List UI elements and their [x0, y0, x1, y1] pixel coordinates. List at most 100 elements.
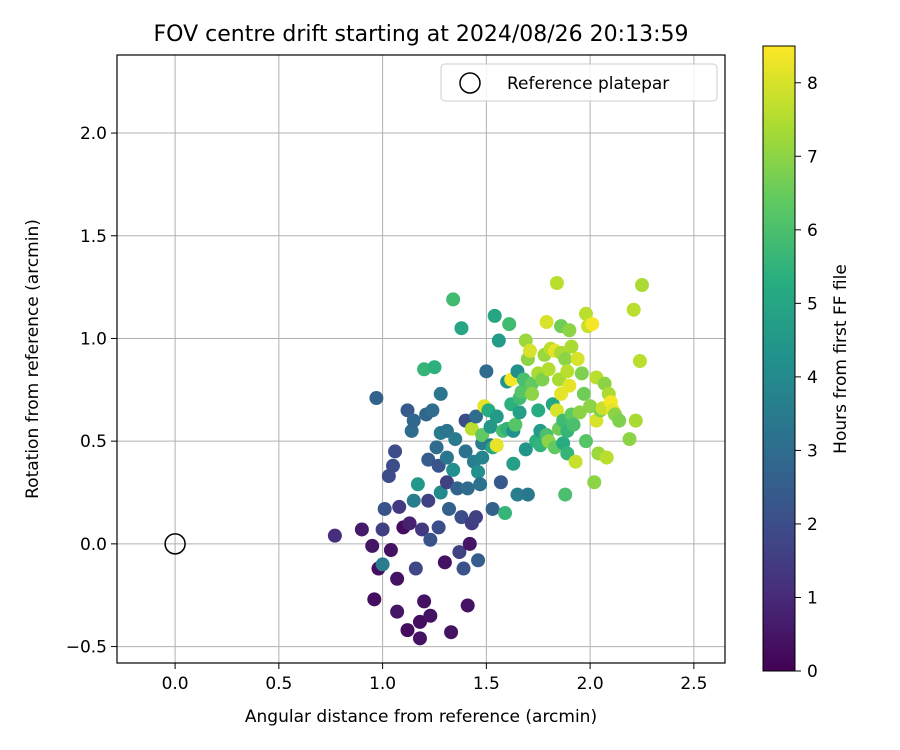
data-point	[560, 364, 575, 379]
data-point	[576, 386, 591, 401]
data-point	[439, 475, 454, 490]
data-point	[433, 386, 448, 401]
data-point	[410, 477, 425, 492]
data-point	[558, 487, 573, 502]
data-point	[448, 432, 463, 447]
data-point	[454, 321, 469, 336]
data-point	[512, 405, 527, 420]
legend: Reference platepar	[440, 63, 718, 102]
data-point	[520, 487, 535, 502]
data-point	[541, 362, 556, 377]
data-point	[400, 403, 415, 418]
data-point	[489, 409, 504, 424]
legend-box	[440, 63, 718, 102]
data-point	[354, 522, 369, 537]
data-point	[452, 545, 467, 560]
colorbar-tick-label: 4	[807, 368, 818, 388]
data-point	[493, 475, 508, 490]
data-point	[423, 608, 438, 623]
data-point	[388, 444, 403, 459]
data-point	[462, 536, 477, 551]
x-tick-label: 2.0	[577, 674, 604, 694]
data-point	[450, 481, 465, 496]
data-point	[531, 403, 546, 418]
data-point	[558, 352, 573, 366]
data-point	[622, 432, 637, 447]
data-point	[377, 501, 392, 516]
data-point	[417, 594, 432, 609]
data-points	[327, 276, 649, 646]
y-tick-label: 2.0	[80, 124, 107, 144]
data-point	[446, 292, 461, 307]
data-point	[632, 354, 647, 369]
data-point	[587, 475, 602, 490]
data-point	[479, 364, 494, 379]
y-tick-label: 0.5	[80, 432, 107, 452]
data-point	[425, 403, 440, 418]
colorbar-tick-label: 0	[807, 662, 818, 682]
data-point	[578, 306, 593, 321]
x-tick-label: 1.5	[473, 674, 500, 694]
data-point	[454, 510, 469, 525]
data-point	[444, 625, 459, 640]
colorbar-tick-label: 7	[807, 147, 818, 167]
data-point	[390, 571, 405, 586]
plot-frame	[116, 54, 726, 664]
data-point	[464, 421, 479, 436]
data-point	[421, 452, 436, 467]
colorbar: 0 1 2 3 4 5 6 7 8 Hours from first FF file	[762, 45, 851, 682]
data-point	[456, 561, 471, 576]
data-point	[460, 481, 475, 496]
data-point	[429, 440, 444, 455]
colorbar-tick-label: 5	[807, 294, 818, 314]
data-point	[612, 413, 627, 428]
colorbar-tick-label: 6	[807, 221, 818, 241]
data-point	[525, 386, 540, 401]
data-point	[634, 278, 649, 293]
data-point	[421, 493, 436, 508]
data-point	[439, 450, 454, 465]
data-point	[506, 456, 521, 471]
data-point	[485, 501, 500, 516]
data-point	[562, 323, 577, 338]
data-point	[491, 333, 506, 348]
data-point	[475, 450, 490, 465]
data-point	[460, 598, 475, 613]
y-tick-label: 1.5	[80, 227, 107, 247]
data-point	[385, 458, 400, 473]
data-point	[375, 522, 390, 537]
x-tick-label: 2.5	[680, 674, 707, 694]
y-tick-label: 0.0	[80, 535, 107, 555]
y-axis: −0.5 0.0 0.5 1.0 1.5 2.0	[66, 124, 117, 658]
data-point	[412, 614, 427, 629]
data-point	[392, 499, 407, 514]
data-point	[473, 477, 488, 492]
data-point	[539, 315, 554, 330]
data-point	[446, 462, 461, 477]
x-axis: 0.0 0.5 1.0 1.5 2.0 2.5	[162, 663, 707, 694]
colorbar-label: Hours from first FF file	[831, 264, 851, 454]
data-point	[578, 434, 593, 449]
data-point	[566, 417, 581, 432]
data-point	[437, 555, 452, 570]
data-point	[427, 360, 442, 375]
data-point	[406, 413, 421, 428]
y-axis-label: Rotation from reference (arcmin)	[23, 219, 43, 499]
chart-title: FOV centre drift starting at 2024/08/26 …	[154, 22, 689, 47]
data-point	[442, 501, 457, 516]
legend-label: Reference platepar	[507, 74, 669, 94]
colorbar-tick-label: 8	[807, 74, 818, 94]
x-tick-label: 0.0	[162, 674, 189, 694]
data-point	[510, 487, 525, 502]
x-tick-label: 1.0	[369, 674, 396, 694]
data-point	[549, 403, 564, 418]
colorbar-tick-label: 3	[807, 441, 818, 461]
data-point	[585, 317, 600, 332]
data-point	[498, 506, 513, 521]
data-point	[522, 343, 537, 358]
data-point	[417, 362, 432, 377]
data-point	[367, 592, 382, 607]
colorbar-gradient	[762, 45, 796, 672]
reference-marker	[164, 533, 186, 555]
data-point	[383, 543, 398, 558]
